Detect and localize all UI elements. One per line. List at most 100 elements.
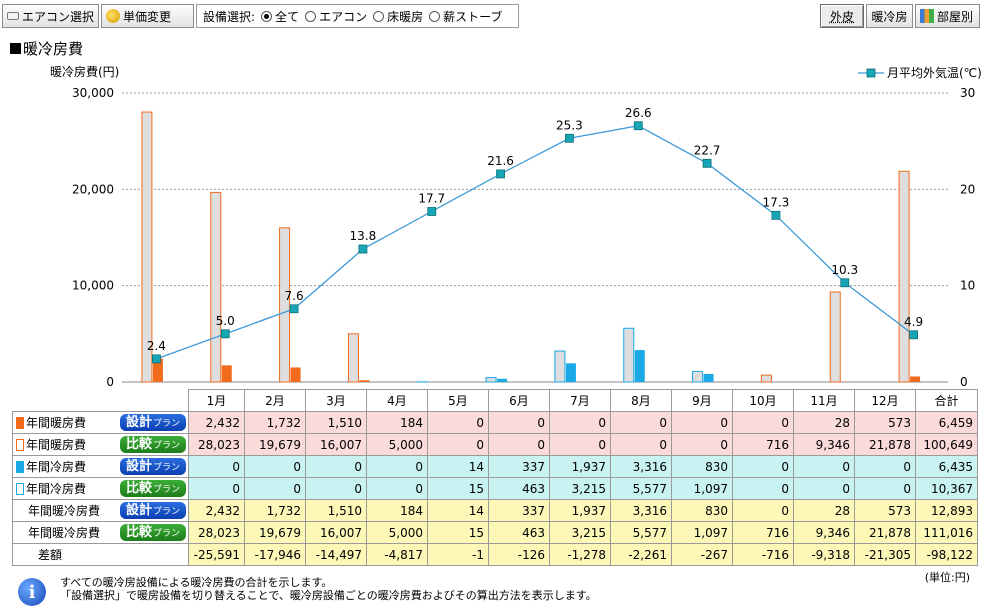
- temperature-polyline: [156, 125, 914, 360]
- bar-heating-compare: [760, 374, 772, 383]
- table-cell: -21,305: [854, 543, 916, 566]
- bar-heating-compare: [279, 227, 291, 383]
- table-cell: -9,318: [793, 543, 855, 566]
- table-cell: 0: [549, 411, 611, 434]
- compare-plan-badge: 比較 プラン: [119, 524, 186, 541]
- table-cell: -98,122: [915, 543, 978, 566]
- bar-cooling-design: [634, 350, 645, 382]
- row-label: 差額: [12, 543, 189, 566]
- table-cell: -2,261: [610, 543, 672, 566]
- table-row: 年間暖冷房費 比較 プラン 28,023 19,679 16,007 5,000 15 463 3…: [12, 521, 978, 544]
- y-ticks-left: 0 10,000 20,000 30,000: [72, 86, 114, 389]
- compare-plan-badge: 比較 プラン: [119, 436, 186, 453]
- row-label-text: 年間暖房費: [26, 438, 87, 452]
- table-cell: 0: [732, 411, 794, 434]
- table-cell: 0: [427, 411, 489, 434]
- y-tick-right-label: 20: [960, 182, 975, 196]
- temperature-label: 17.3: [763, 195, 790, 209]
- table-cell: 16,007: [305, 433, 367, 456]
- table-cell: -1,278: [549, 543, 611, 566]
- table-cell: 19,679: [244, 433, 306, 456]
- cost-table: 1月 2月 3月 4月 5月 6月 7月 8月 9月 10月 11月 12月 合計 年間暖房費 設計 プラン…: [12, 389, 978, 566]
- table-cell: 1,937: [549, 499, 611, 522]
- envelope-button[interactable]: 外皮: [820, 4, 864, 28]
- table-cell: 14: [427, 499, 489, 522]
- table-cell: 0: [732, 455, 794, 478]
- row-label-text: 年間暖冷房費: [28, 504, 101, 518]
- y-tick-left-label: 10,000: [72, 279, 114, 293]
- radio-wood-stove[interactable]: 薪ストーブ: [429, 8, 502, 25]
- temperature-label: 4.9: [904, 315, 923, 329]
- table-cell: 28: [793, 499, 855, 522]
- table-cell: 1,732: [244, 499, 306, 522]
- temperature-point: [152, 354, 161, 364]
- equipment-select-group: 設備選択: 全て エアコン 床暖房 薪ストーブ: [196, 4, 519, 28]
- table-cell: 2,432: [188, 411, 245, 434]
- table-cell: 0: [549, 433, 611, 456]
- temperature-point: [909, 330, 918, 340]
- bar-cooling-design: [497, 378, 508, 382]
- table-cell: 337: [488, 455, 550, 478]
- temperature-line: 2.4 5.0 7.6 13.8 17.7 21.6 25.3 26.6 22.7 17.3 10.…: [147, 106, 923, 364]
- series-marker-icon: [16, 482, 24, 495]
- table-header-total: 合計: [915, 389, 978, 412]
- table-cell: 6,459: [915, 411, 978, 434]
- row-label: 年間暖房費 比較 プラン: [12, 433, 189, 456]
- table-cell: -716: [732, 543, 794, 566]
- toolbar: エアコン選択 単価変更 設備選択: 全て エアコン 床暖房 薪ストーブ 外皮 暖…: [0, 0, 995, 32]
- temperature-label: 2.4: [147, 339, 166, 353]
- y-tick-left-label: 0: [106, 375, 114, 389]
- by-room-button[interactable]: 部屋別: [915, 4, 980, 28]
- table-cell: 14: [427, 455, 489, 478]
- coin-icon: [106, 9, 120, 23]
- table-cell: 1,097: [671, 477, 733, 500]
- unit-label: (単位:円): [924, 571, 970, 584]
- radio-all[interactable]: 全て: [261, 8, 299, 25]
- table-row: 年間冷房費 設計 プラン 0 0 0 0 14 337 1,937 3,316 830 0 0 0 6,435: [12, 455, 978, 478]
- bar-cooling-compare: [623, 327, 635, 383]
- legend-marker: [866, 68, 876, 78]
- chart-grid: [122, 92, 948, 383]
- temperature-label: 10.3: [831, 263, 858, 277]
- by-room-label: 部屋別: [937, 9, 974, 24]
- bar-heating-design: [152, 358, 163, 382]
- table-cell: 0: [671, 433, 733, 456]
- table-cell: 184: [366, 499, 428, 522]
- table-header-month-8: 8月: [610, 389, 672, 412]
- price-change-button[interactable]: 単価変更: [101, 4, 194, 28]
- table-header-month-5: 5月: [427, 389, 489, 412]
- radio-dot-icon: [429, 10, 441, 22]
- table-cell: 573: [854, 499, 916, 522]
- y-tick-left-label: 30,000: [72, 86, 114, 100]
- table-header-month-2: 2月: [244, 389, 306, 412]
- radio-aircon[interactable]: エアコン: [305, 8, 367, 25]
- temperature-point: [771, 210, 781, 220]
- temperature-label: 26.6: [625, 106, 652, 120]
- temperature-point: [496, 169, 505, 179]
- bar-heating-design: [221, 365, 232, 382]
- temperature-point: [427, 207, 437, 216]
- table-cell: 28: [793, 411, 855, 434]
- table-cell: -1: [427, 543, 489, 566]
- table-row: 年間暖房費 比較 プラン 28,023 19,679 16,007 5,000 0 0 0 0 0 71…: [12, 433, 978, 456]
- table-cell: 19,679: [244, 521, 306, 544]
- square-bullet-icon: [10, 43, 21, 54]
- table-cell: 830: [671, 499, 733, 522]
- heating-cooling-chart: 暖冷房費(円) 月平均外気温(℃) 0 10,000 20,000 30,000 0 1…: [50, 64, 982, 389]
- bar-heating-design: [910, 376, 921, 382]
- table-cell: 463: [488, 521, 550, 544]
- table-cell: 5,000: [366, 433, 428, 456]
- table-cell: -17,946: [244, 543, 306, 566]
- room-icon: [920, 9, 934, 23]
- radio-floor-heating[interactable]: 床暖房: [373, 8, 423, 25]
- heating-cooling-button[interactable]: 暖冷房: [866, 4, 913, 28]
- ac-select-button[interactable]: エアコン選択: [2, 4, 99, 28]
- table-header-row: 1月 2月 3月 4月 5月 6月 7月 8月 9月 10月 11月 12月 合計: [12, 389, 978, 412]
- table-cell: 0: [244, 477, 306, 500]
- row-label-text: 年間冷房費: [26, 460, 87, 474]
- radio-dot-icon: [305, 10, 317, 22]
- y-tick-left-label: 20,000: [72, 182, 114, 196]
- temperature-point: [358, 244, 368, 254]
- bar-heating-compare: [829, 291, 841, 383]
- table-cell: 0: [366, 455, 428, 478]
